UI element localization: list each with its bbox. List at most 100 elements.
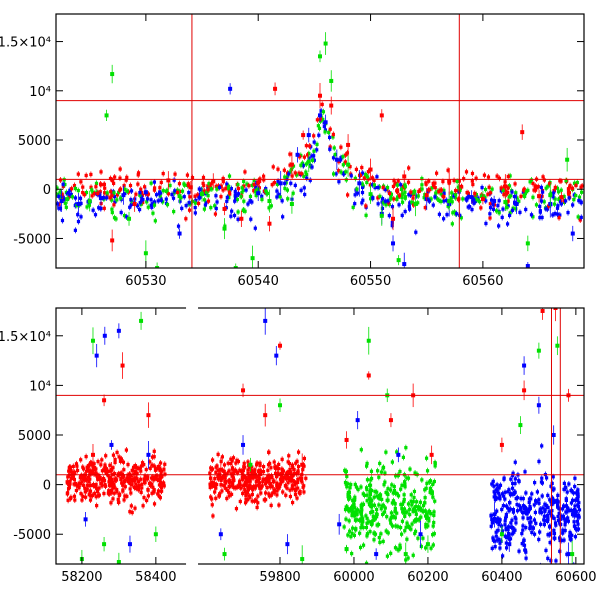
data-point-blue bbox=[260, 194, 264, 198]
data-point-green bbox=[410, 503, 414, 507]
data-point-blue bbox=[397, 203, 401, 207]
data-point-green bbox=[357, 565, 360, 568]
data-point-blue bbox=[233, 199, 237, 203]
data-point-green bbox=[304, 162, 309, 166]
data-point-red bbox=[112, 181, 116, 185]
data-point-red bbox=[193, 194, 197, 198]
data-point-red bbox=[108, 475, 112, 479]
data-point-red bbox=[74, 488, 78, 493]
data-point-blue bbox=[510, 208, 515, 212]
data-point-blue bbox=[105, 196, 109, 200]
data-point-red bbox=[385, 187, 389, 192]
data-point-blue bbox=[518, 210, 522, 214]
data-point-red bbox=[128, 481, 132, 486]
data-point-red bbox=[221, 475, 225, 480]
data-point-blue bbox=[177, 231, 182, 236]
data-point-green bbox=[289, 202, 294, 207]
data-point-green bbox=[85, 205, 89, 209]
data-point-blue bbox=[524, 507, 528, 511]
data-point-green bbox=[495, 209, 499, 213]
data-point-red bbox=[506, 174, 510, 179]
data-point-red bbox=[145, 498, 149, 503]
data-point-blue bbox=[339, 158, 343, 162]
data-point-red bbox=[122, 498, 126, 502]
data-point-blue bbox=[504, 526, 508, 530]
data-point-blue bbox=[295, 152, 300, 157]
data-point-red bbox=[269, 493, 273, 498]
data-point-red bbox=[229, 492, 234, 496]
data-point-green bbox=[305, 173, 309, 177]
data-point-blue bbox=[500, 507, 504, 512]
data-point-green bbox=[345, 474, 349, 479]
data-point-red bbox=[81, 467, 86, 471]
data-point-green bbox=[316, 124, 320, 128]
data-point-red bbox=[243, 501, 248, 505]
data-point-red bbox=[388, 418, 393, 423]
data-point-green bbox=[418, 500, 423, 504]
data-point-red bbox=[139, 187, 143, 191]
data-point-blue bbox=[574, 498, 578, 502]
data-point-blue bbox=[129, 189, 134, 193]
data-point-green bbox=[389, 511, 394, 515]
data-point-green bbox=[429, 512, 433, 516]
data-point-green bbox=[412, 507, 416, 511]
data-point-blue bbox=[539, 522, 543, 526]
data-point-red bbox=[89, 185, 93, 189]
data-point-red bbox=[97, 493, 101, 497]
data-point-blue bbox=[233, 193, 238, 198]
data-point-red bbox=[391, 184, 396, 189]
data-point-green bbox=[94, 181, 99, 185]
data-point-blue bbox=[228, 86, 233, 91]
data-point-red bbox=[225, 488, 229, 492]
data-point-blue bbox=[184, 203, 188, 208]
data-point-red bbox=[100, 458, 104, 462]
data-point-red bbox=[241, 484, 245, 488]
data-point-blue bbox=[76, 202, 81, 207]
data-point-green bbox=[193, 201, 197, 205]
data-point-red bbox=[142, 480, 147, 484]
data-point-green bbox=[416, 536, 420, 540]
data-point-red bbox=[253, 471, 257, 475]
data-point-blue bbox=[334, 157, 339, 162]
data-point-blue bbox=[511, 481, 515, 486]
data-point-red bbox=[252, 189, 256, 193]
data-point-blue bbox=[520, 531, 524, 536]
data-point-red bbox=[85, 478, 89, 482]
data-point-blue bbox=[494, 530, 498, 534]
data-point-red bbox=[162, 467, 166, 471]
data-point-red bbox=[76, 484, 80, 488]
data-point-red bbox=[268, 483, 272, 488]
data-point-blue bbox=[360, 190, 365, 195]
data-point-blue bbox=[543, 508, 547, 512]
data-point-green bbox=[381, 512, 385, 516]
data-point-blue bbox=[497, 224, 501, 228]
data-point-green bbox=[125, 189, 129, 193]
data-point-red bbox=[107, 477, 112, 481]
data-point-red bbox=[251, 476, 255, 480]
data-point-green bbox=[497, 211, 501, 215]
data-point-green bbox=[359, 526, 363, 530]
data-point-green bbox=[349, 535, 353, 539]
data-point-green bbox=[564, 179, 568, 183]
data-point-blue bbox=[334, 172, 338, 176]
data-point-red bbox=[110, 238, 115, 243]
data-point-green bbox=[403, 196, 407, 200]
data-point-blue bbox=[489, 524, 493, 528]
data-point-green bbox=[289, 167, 294, 171]
data-point-red bbox=[156, 492, 160, 496]
data-point-green bbox=[252, 179, 256, 183]
data-point-green bbox=[528, 180, 532, 184]
y-tick-label: 10⁴ bbox=[29, 85, 51, 100]
data-point-red bbox=[409, 190, 413, 194]
data-point-blue bbox=[203, 203, 207, 207]
data-point-blue bbox=[498, 546, 502, 550]
data-point-red bbox=[97, 486, 101, 490]
data-point-green bbox=[548, 193, 553, 198]
data-point-red bbox=[292, 471, 297, 475]
data-point-green bbox=[411, 553, 415, 557]
data-point-red bbox=[68, 465, 73, 469]
data-point-red bbox=[211, 179, 216, 184]
data-point-blue bbox=[69, 192, 73, 197]
data-point-red bbox=[107, 492, 111, 496]
